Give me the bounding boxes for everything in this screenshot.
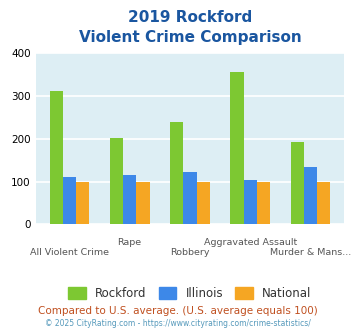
Bar [170,122,183,224]
Bar [257,182,270,224]
Text: © 2025 CityRating.com - https://www.cityrating.com/crime-statistics/: © 2025 CityRating.com - https://www.city… [45,319,310,328]
Bar [110,138,123,224]
Text: Robbery: Robbery [170,248,210,257]
Bar [304,167,317,224]
Bar [230,72,244,224]
Text: Aggravated Assault: Aggravated Assault [203,238,297,247]
Bar [63,177,76,224]
Bar [317,182,330,224]
Bar [136,182,149,224]
Bar [244,180,257,224]
Bar [197,182,210,224]
Text: Compared to U.S. average. (U.S. average equals 100): Compared to U.S. average. (U.S. average … [38,306,317,316]
Bar [76,182,89,224]
Bar [123,175,136,224]
Title: 2019 Rockford
Violent Crime Comparison: 2019 Rockford Violent Crime Comparison [78,10,301,45]
Legend: Rockford, Illinois, National: Rockford, Illinois, National [64,282,316,304]
Text: Murder & Mans...: Murder & Mans... [270,248,351,257]
Bar [183,172,197,224]
Text: All Violent Crime: All Violent Crime [30,248,109,257]
Text: Rape: Rape [118,238,142,247]
Bar [290,142,304,224]
Bar [50,91,63,224]
